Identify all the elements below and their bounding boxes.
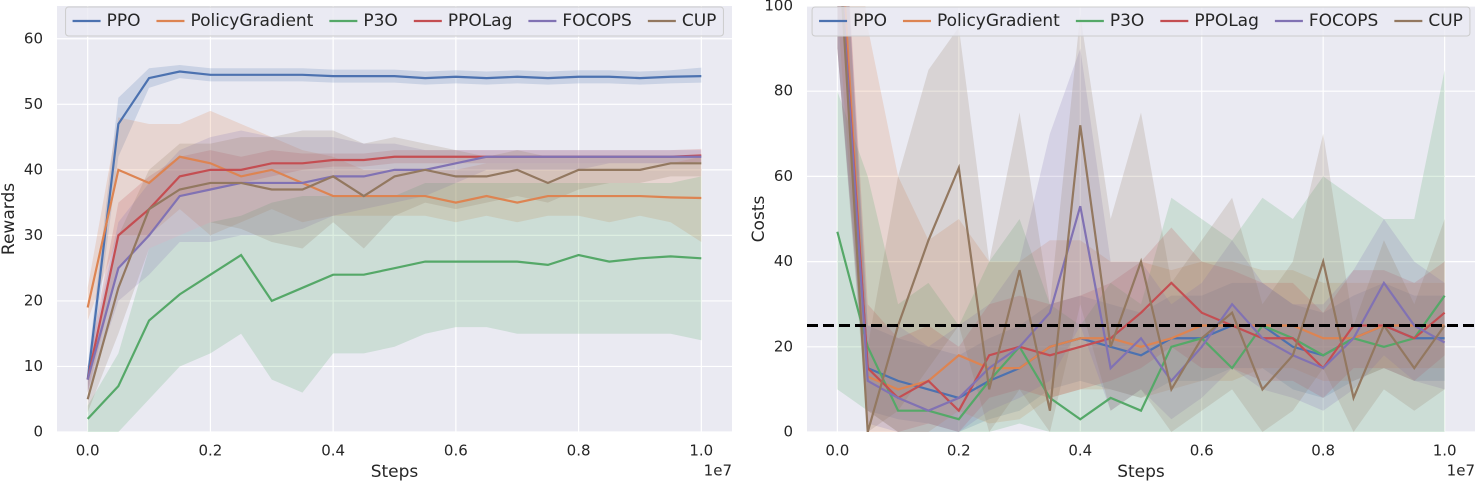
confidence-band bbox=[87, 110, 702, 321]
plot-content bbox=[807, 6, 1475, 432]
x-tick-label: 0.8 bbox=[567, 442, 591, 460]
series-line bbox=[86, 162, 702, 400]
series-line bbox=[86, 155, 702, 380]
y-tick-label: 10 bbox=[24, 357, 43, 375]
legend-label: PPOLag bbox=[1194, 11, 1259, 31]
x-tick-label: 0.0 bbox=[825, 442, 849, 460]
x-tick-label: 0.4 bbox=[321, 442, 345, 460]
legend-label: FOCOPS bbox=[562, 11, 631, 31]
legend-label: PolicyGradient bbox=[190, 11, 313, 31]
y-tick-label: 60 bbox=[774, 167, 793, 185]
legend-box bbox=[811, 6, 1471, 37]
legend-label: P3O bbox=[363, 11, 397, 31]
legend-label: PPO bbox=[853, 11, 887, 31]
confidence-band bbox=[837, 69, 1445, 432]
legend-label: PolicyGradient bbox=[937, 11, 1060, 31]
y-tick-label: 40 bbox=[24, 160, 43, 178]
x-offset-label: 1e7 bbox=[1447, 462, 1475, 480]
x-tick-label: 0.2 bbox=[947, 442, 971, 460]
y-tick-label: 60 bbox=[24, 29, 43, 47]
x-tick-label: 0.4 bbox=[1068, 442, 1092, 460]
y-tick-label: 0 bbox=[783, 423, 793, 441]
series-line bbox=[86, 70, 702, 380]
y-tick-label: 0 bbox=[33, 423, 43, 441]
y-tick-label: 20 bbox=[774, 337, 793, 355]
x-tick-label: 1.0 bbox=[1433, 442, 1457, 460]
series-line bbox=[841, 6, 1446, 432]
confidence-band bbox=[87, 176, 702, 432]
x-tick-label: 1.0 bbox=[689, 442, 713, 460]
y-tick-label: 40 bbox=[774, 252, 793, 270]
x-axis-label: Steps bbox=[1117, 462, 1165, 482]
confidence-band bbox=[87, 130, 702, 393]
y-axis-label: Rewards bbox=[0, 183, 19, 255]
legend: PPO PolicyGradient P3O PPOLag FOCOPS CUP bbox=[811, 6, 1471, 37]
y-axis-label: Costs bbox=[749, 196, 769, 243]
plot-content bbox=[86, 64, 702, 432]
confidence-band bbox=[87, 130, 702, 413]
x-tick-label: 0.6 bbox=[444, 442, 468, 460]
legend-label: P3O bbox=[1110, 11, 1144, 31]
x-tick-label: 0.6 bbox=[1190, 442, 1214, 460]
series-line bbox=[842, 6, 1446, 413]
series-line bbox=[86, 155, 702, 308]
legend-box bbox=[65, 6, 724, 37]
x-tick-label: 0.2 bbox=[198, 442, 222, 460]
legend-label: PPO bbox=[107, 11, 141, 31]
x-tick-label: 0.8 bbox=[1311, 442, 1335, 460]
legend-label: CUP bbox=[1428, 11, 1463, 31]
y-tick-label: 100 bbox=[764, 0, 793, 15]
subplot: 0 20 40 60 80 100 0.0 0.2 0.4 0.6 0.8 1.0 1e7 Steps Co… bbox=[749, 0, 1475, 482]
y-tick-label: 50 bbox=[24, 95, 43, 113]
y-tick-label: 30 bbox=[24, 226, 43, 244]
subplot: 0 10 20 30 40 50 60 0.0 0.2 0.4 0.6 0.8 1.0 1e7 Steps R… bbox=[0, 6, 732, 482]
legend-label: PPOLag bbox=[448, 11, 513, 31]
y-tick-label: 20 bbox=[24, 291, 43, 309]
y-tick-label: 80 bbox=[774, 82, 793, 100]
series-line bbox=[86, 253, 702, 420]
x-tick-label: 0.0 bbox=[76, 442, 100, 460]
legend: PPO PolicyGradient P3O PPOLag FOCOPS CUP bbox=[65, 6, 724, 37]
legend-label: CUP bbox=[682, 11, 717, 31]
x-offset-label: 1e7 bbox=[704, 462, 732, 480]
legend-label: FOCOPS bbox=[1309, 11, 1378, 31]
series-line bbox=[836, 231, 1446, 421]
x-axis-label: Steps bbox=[371, 462, 419, 482]
plot-area bbox=[807, 6, 1475, 432]
